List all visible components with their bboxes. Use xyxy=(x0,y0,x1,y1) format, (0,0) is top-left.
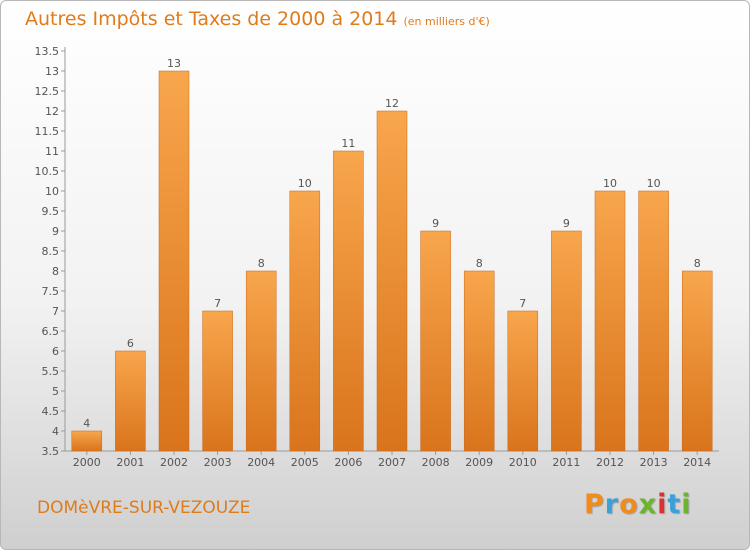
bar-2002[interactable] xyxy=(158,70,190,452)
bar-value-label: 7 xyxy=(519,297,526,310)
bar-value-label: 6 xyxy=(127,337,134,350)
chart-title: Autres Impôts et Taxes de 2000 à 2014 xyxy=(25,8,398,30)
x-tick-label: 2001 xyxy=(116,456,144,469)
y-tick-label: 5.5 xyxy=(42,365,60,378)
y-tick-label: 6 xyxy=(52,345,59,358)
y-tick-label: 4 xyxy=(52,425,59,438)
bar-value-label: 12 xyxy=(385,97,399,110)
y-tick-label: 8 xyxy=(52,265,59,278)
bar-value-label: 11 xyxy=(341,137,355,150)
bar-2001[interactable] xyxy=(115,350,146,452)
bar-2012[interactable] xyxy=(594,190,626,452)
y-tick-label: 7.5 xyxy=(42,285,60,298)
bar-2011[interactable] xyxy=(551,230,582,452)
x-tick-label: 2009 xyxy=(465,456,493,469)
bar-2014[interactable] xyxy=(681,270,713,452)
y-tick-label: 3.5 xyxy=(42,445,60,458)
x-tick-label: 2005 xyxy=(291,456,319,469)
bar-2013[interactable] xyxy=(638,190,669,452)
y-tick-label: 12 xyxy=(45,105,59,118)
y-tick-label: 8.5 xyxy=(42,245,60,258)
x-tick-label: 2012 xyxy=(596,456,624,469)
logo-letter: i xyxy=(681,489,692,520)
value-labels: 4 6 13 7 8 10 11 12 9 8 7 9 10 10 8 xyxy=(83,57,700,430)
bar-2009[interactable] xyxy=(463,270,495,452)
x-tick-label: 2011 xyxy=(552,456,580,469)
logo-letter: P xyxy=(584,489,605,520)
title-row: Autres Impôts et Taxes de 2000 à 2014 (en… xyxy=(25,8,490,30)
y-tick-label: 9 xyxy=(52,225,59,238)
bar-value-label: 9 xyxy=(563,217,570,230)
bar-value-label: 4 xyxy=(83,417,90,430)
bar-value-label: 7 xyxy=(214,297,221,310)
x-tick-label: 2004 xyxy=(247,456,275,469)
x-tick-label: 2006 xyxy=(334,456,362,469)
bar-value-label: 8 xyxy=(694,257,701,270)
x-tick-label: 2008 xyxy=(422,456,450,469)
logo-letter: x xyxy=(638,489,658,520)
bar-value-label: 8 xyxy=(258,257,265,270)
x-tick-label: 2003 xyxy=(204,456,232,469)
bar-value-label: 9 xyxy=(432,217,439,230)
logo-letter: r xyxy=(604,489,620,520)
town-name: DOMèVRE-SUR-VEZOUZE xyxy=(37,498,251,518)
x-tick-label: 2007 xyxy=(378,456,406,469)
x-tick-label: 2002 xyxy=(160,456,188,469)
bar-value-label: 10 xyxy=(603,177,617,190)
logo-letter: i xyxy=(657,489,668,520)
bar-2008[interactable] xyxy=(420,230,451,452)
bar-2005[interactable] xyxy=(289,190,321,452)
y-tick-label: 11 xyxy=(45,145,59,158)
bar-2004[interactable] xyxy=(245,270,277,452)
bar-2007[interactable] xyxy=(376,110,408,452)
y-tick-label: 5 xyxy=(52,385,59,398)
y-tick-label: 13 xyxy=(45,65,59,78)
x-tick-label: 2000 xyxy=(73,456,101,469)
bar-value-label: 13 xyxy=(167,57,181,70)
logo-letter: t xyxy=(667,489,682,520)
y-tick-label: 7 xyxy=(52,305,59,318)
chart-subtitle: (en milliers d'€) xyxy=(403,15,490,28)
y-tick-label: 13.5 xyxy=(35,45,60,58)
logo-letter: o xyxy=(619,489,639,520)
bars xyxy=(71,70,713,452)
y-tick-label: 4.5 xyxy=(42,405,60,418)
x-tick-label: 2014 xyxy=(683,456,711,469)
bar-value-label: 10 xyxy=(298,177,312,190)
proxiti-logo[interactable]: Proxiti xyxy=(584,489,692,520)
bar-2010[interactable] xyxy=(507,310,539,452)
y-tick-label: 6.5 xyxy=(42,325,60,338)
bar-2003[interactable] xyxy=(202,310,233,452)
bar-value-label: 10 xyxy=(647,177,661,190)
bar-2006[interactable] xyxy=(333,150,364,452)
y-tick-label: 10.5 xyxy=(35,165,60,178)
bar-value-label: 8 xyxy=(476,257,483,270)
y-tick-label: 11.5 xyxy=(35,125,60,138)
y-tick-label: 9.5 xyxy=(42,205,60,218)
y-tick-label: 10 xyxy=(45,185,59,198)
x-tick-label: 2013 xyxy=(640,456,668,469)
x-tick-label: 2010 xyxy=(509,456,537,469)
y-tick-label: 12.5 xyxy=(35,85,60,98)
bar-2000[interactable] xyxy=(71,430,103,452)
